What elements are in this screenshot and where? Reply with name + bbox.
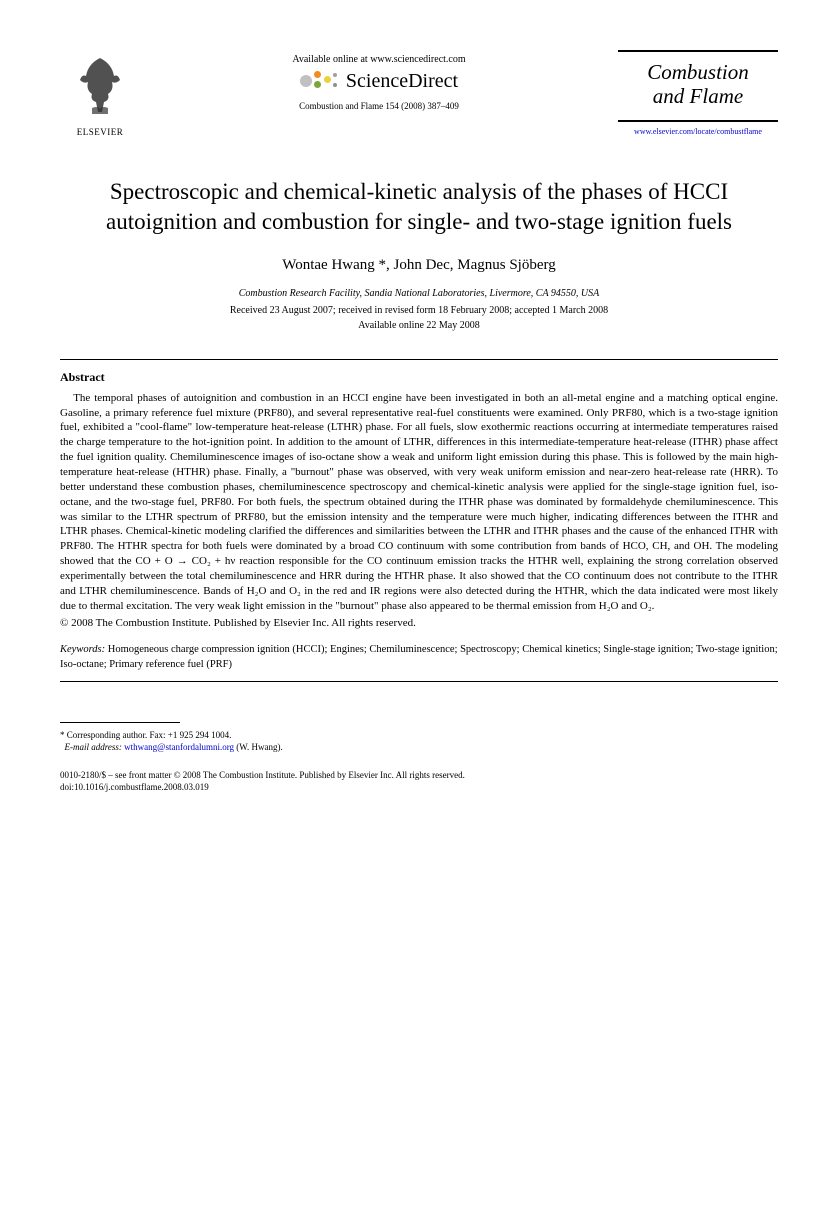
keywords-text: Homogeneous charge compression ignition … (60, 644, 778, 670)
received-dates: Received 23 August 2007; received in rev… (60, 305, 778, 316)
sciencedirect-text: ScienceDirect (346, 70, 458, 93)
elsevier-logo-block: ELSEVIER (60, 50, 140, 137)
copyright: © 2008 The Combustion Institute. Publish… (60, 617, 778, 629)
email-author: (W. Hwang). (234, 742, 283, 752)
header-row: ELSEVIER Available online at www.science… (60, 50, 778, 137)
divider-top (60, 359, 778, 360)
email-address[interactable]: wthwang@stanfordalumni.org (124, 742, 234, 752)
available-online-text: Available online at www.sciencedirect.co… (140, 54, 618, 65)
elsevier-tree-icon (70, 50, 130, 120)
sciencedirect-logo: ScienceDirect (300, 69, 458, 93)
affiliation: Combustion Research Facility, Sandia Nat… (60, 288, 778, 299)
header-center: Available online at www.sciencedirect.co… (140, 50, 618, 111)
article-title: Spectroscopic and chemical-kinetic analy… (80, 177, 758, 237)
journal-url[interactable]: www.elsevier.com/locate/combustflame (618, 127, 778, 136)
abstract-heading: Abstract (60, 370, 778, 385)
journal-title-box: Combustion and Flame (618, 50, 778, 121)
journal-title-line2: and Flame (618, 84, 778, 108)
email-footnote: E-mail address: wthwang@stanfordalumni.o… (60, 741, 778, 754)
available-online-date: Available online 22 May 2008 (60, 320, 778, 331)
doi: doi:10.1016/j.combustflame.2008.03.019 (60, 782, 778, 792)
sciencedirect-dots-icon (300, 69, 340, 93)
footer-copyright: 0010-2180/$ – see front matter © 2008 Th… (60, 770, 778, 782)
corresponding-author-footnote: * Corresponding author. Fax: +1 925 294 … (60, 729, 778, 742)
abstract-body: The temporal phases of autoignition and … (60, 391, 778, 614)
divider-bottom (60, 681, 778, 682)
footnote-separator (60, 722, 180, 723)
email-label: E-mail address: (65, 742, 122, 752)
journal-title-line1: Combustion (618, 60, 778, 84)
keywords-label: Keywords: (60, 644, 105, 655)
keywords: Keywords: Homogeneous charge compression… (60, 643, 778, 672)
elsevier-label: ELSEVIER (60, 127, 140, 137)
authors: Wontae Hwang *, John Dec, Magnus Sjöberg (60, 257, 778, 274)
journal-reference: Combustion and Flame 154 (2008) 387–409 (140, 101, 618, 111)
journal-title-block: Combustion and Flame www.elsevier.com/lo… (618, 50, 778, 136)
